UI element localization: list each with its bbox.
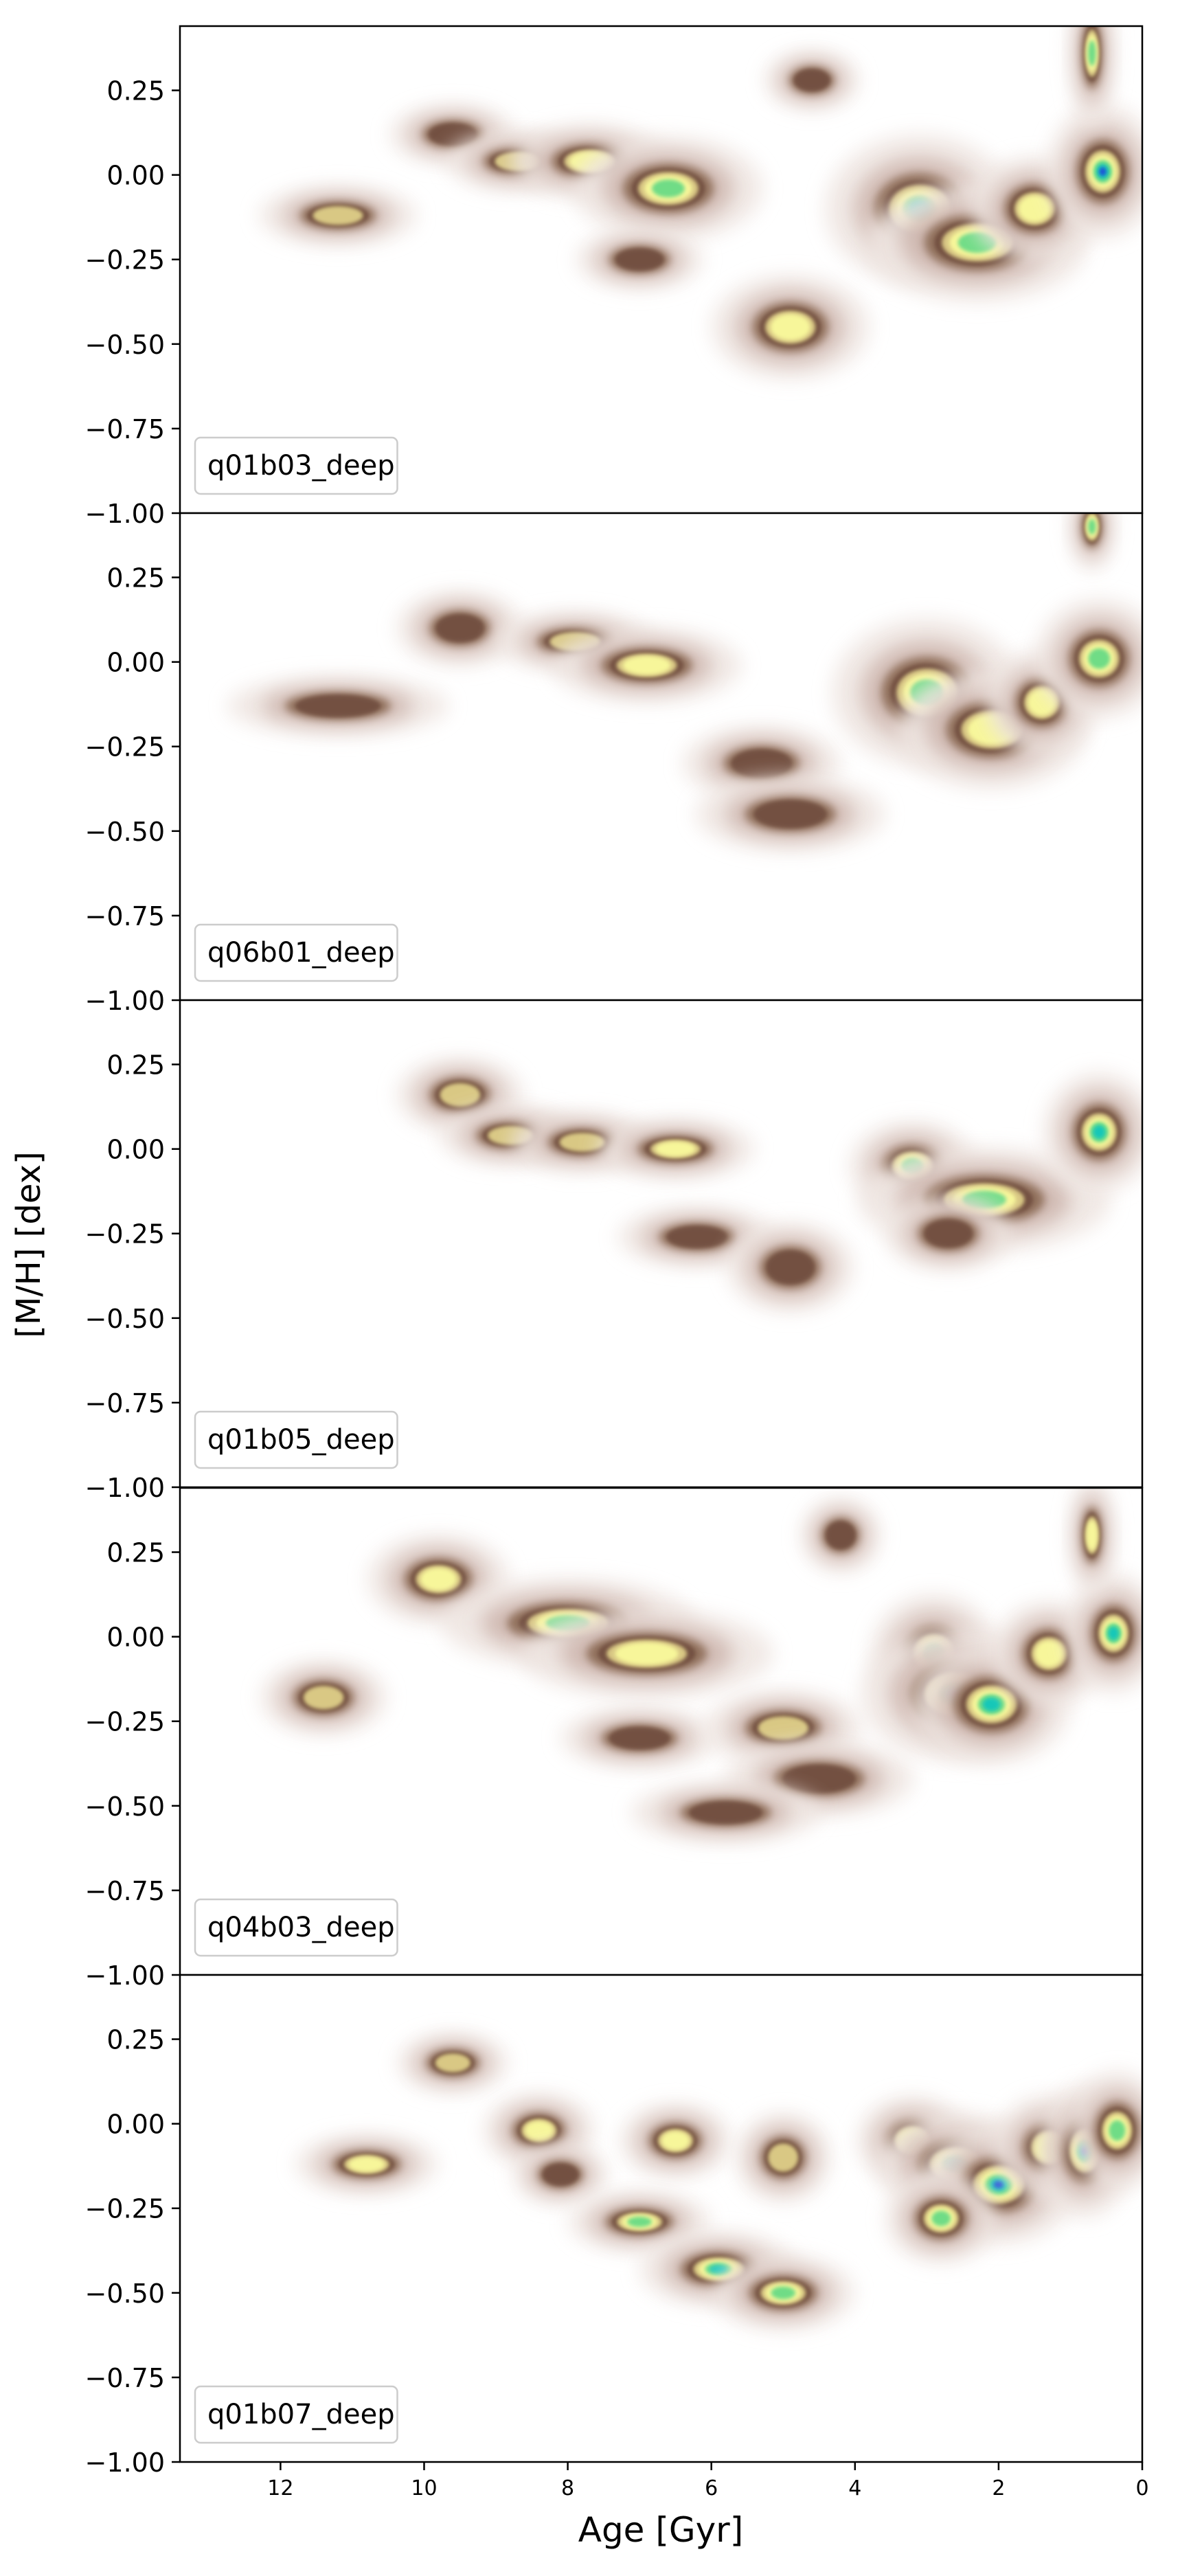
y-tick-label: −0.50 <box>85 2279 165 2309</box>
density-peak <box>712 2255 854 2330</box>
density-peak <box>711 275 870 380</box>
y-tick-label: −0.25 <box>85 2194 165 2224</box>
density-map <box>260 1488 1142 1842</box>
y-tick-label: −0.50 <box>85 1792 165 1822</box>
density-peak <box>260 1660 387 1735</box>
y-tick-label: −0.50 <box>85 817 165 847</box>
y-tick-label: −1.00 <box>85 986 165 1016</box>
density-peak <box>295 2134 438 2195</box>
panel-label: q01b03_deep <box>207 450 395 482</box>
panel-label: q01b07_deep <box>207 2399 395 2430</box>
density-peak <box>227 676 449 736</box>
panel-label: q06b01_deep <box>207 937 395 969</box>
y-tick-label: 0.25 <box>106 1538 165 1568</box>
panel-label-box: q01b03_deep <box>194 436 398 495</box>
density-peak <box>971 157 1098 261</box>
y-tick-label: −0.50 <box>85 1304 165 1334</box>
y-tick-label: −0.50 <box>85 330 165 360</box>
y-tick-label: −0.75 <box>85 414 165 444</box>
density-peak <box>1036 599 1142 719</box>
density-peak <box>1066 1574 1142 1693</box>
density-map <box>227 513 1142 852</box>
density-peak <box>520 1609 773 1699</box>
density-peak <box>560 1708 719 1768</box>
y-tick-label: −0.25 <box>85 245 165 275</box>
density-map <box>259 26 1142 380</box>
density-peak <box>513 2145 609 2204</box>
x-tick-label: 8 <box>561 2476 574 2500</box>
density-peak <box>259 185 418 246</box>
x-axis-label: Age [Gyr] <box>578 2510 744 2550</box>
panel-q01b07_deep: 0.25 0.00 −0.25 −0.50 −0.75 −1.00 q01b07_deep <box>85 1974 1144 2478</box>
x-tick-label: 2 <box>992 2476 1005 2500</box>
density-peak <box>396 591 523 666</box>
y-tick-label: −0.75 <box>85 1876 165 1906</box>
density-peak <box>1069 513 1115 572</box>
density-peak <box>727 1222 854 1312</box>
y-tick-label: 0.00 <box>106 1623 165 1653</box>
y-tick-label: −1.00 <box>85 1473 165 1503</box>
density-peak <box>1069 1488 1115 1595</box>
y-tick-label: −0.25 <box>85 1707 165 1737</box>
density-map <box>396 1057 1142 1312</box>
x-tick-label: 6 <box>705 2476 718 2500</box>
y-tick-label: −1.00 <box>85 1961 165 1991</box>
y-tick-label: 0.25 <box>106 1050 165 1081</box>
panel-label-box: q01b07_deep <box>194 2385 398 2444</box>
panel-q04b03_deep: 0.25 0.00 −0.25 −0.50 −0.75 −1.00 q04b03_deep <box>85 1487 1144 1991</box>
y-tick-label: 0.00 <box>106 161 165 191</box>
density-peak <box>639 2232 798 2307</box>
density-map <box>295 2033 1142 2330</box>
y-tick-label: 0.00 <box>106 648 165 678</box>
y-tick-label: 0.25 <box>106 76 165 106</box>
y-tick-label: −1.00 <box>85 2448 165 2478</box>
y-tick-label: 0.25 <box>106 563 165 594</box>
density-peak <box>573 136 763 241</box>
x-tick-label: 0 <box>1135 2476 1148 2500</box>
density-peak <box>801 1498 881 1573</box>
density-peak <box>576 229 703 290</box>
y-axis-label: [M/H] [dex] <box>10 1151 48 1337</box>
panel-label: q04b03_deep <box>207 1912 395 1943</box>
density-peak <box>885 2173 997 2263</box>
density-peak <box>1069 26 1115 128</box>
x-axis: 12 10 8 6 4 2 0 <box>267 2462 1149 2500</box>
y-tick-label: −0.75 <box>85 2363 165 2393</box>
panel-q01b03_deep: 0.25 0.00 −0.25 −0.50 −0.75 −1.00 q01b03_deep <box>85 25 1144 529</box>
y-tick-label: −0.25 <box>85 1219 165 1250</box>
density-peak <box>764 50 860 111</box>
y-tick-label: −1.00 <box>85 499 165 529</box>
density-peak <box>695 777 885 852</box>
y-tick-label: 0.00 <box>106 1135 165 1165</box>
density-peak <box>1069 2070 1142 2191</box>
panel-q06b01_deep: 0.25 0.00 −0.25 −0.50 −0.75 −1.00 q06b01_deep <box>85 512 1144 1016</box>
density-peak <box>1043 1072 1142 1192</box>
density-peak <box>631 1783 821 1842</box>
panel-frame <box>179 1974 1144 2463</box>
y-tick-label: 0.25 <box>106 2025 165 2055</box>
panel-label: q01b05_deep <box>207 1424 395 1456</box>
panel-label-box: q01b05_deep <box>194 1410 398 1469</box>
density-peak <box>552 628 742 703</box>
density-peak <box>736 2112 831 2202</box>
density-peak <box>568 2192 711 2252</box>
x-tick-label: 12 <box>267 2476 293 2500</box>
density-peak <box>596 1119 755 1179</box>
density-peak <box>620 2103 731 2178</box>
density-peak <box>885 1196 1012 1271</box>
x-tick-label: 4 <box>848 2476 861 2500</box>
density-peak <box>397 2033 508 2093</box>
y-tick-label: −0.25 <box>85 732 165 762</box>
y-tick-label: −0.75 <box>85 1388 165 1419</box>
y-tick-label: −0.75 <box>85 901 165 931</box>
panels: 0.250.00−0.25−0.50−0.75−1.00q01b03_deep0… <box>85 25 1144 2478</box>
x-tick-label: 10 <box>411 2476 437 2500</box>
panel-label-box: q06b01_deep <box>194 923 398 982</box>
density-peak <box>1047 104 1142 239</box>
panel-q01b05_deep: 0.25 0.00 −0.25 −0.50 −0.75 −1.00 q01b05_deep <box>85 999 1144 1503</box>
y-tick-label: 0.00 <box>106 2110 165 2140</box>
panel-label-box: q04b03_deep <box>194 1898 398 1957</box>
